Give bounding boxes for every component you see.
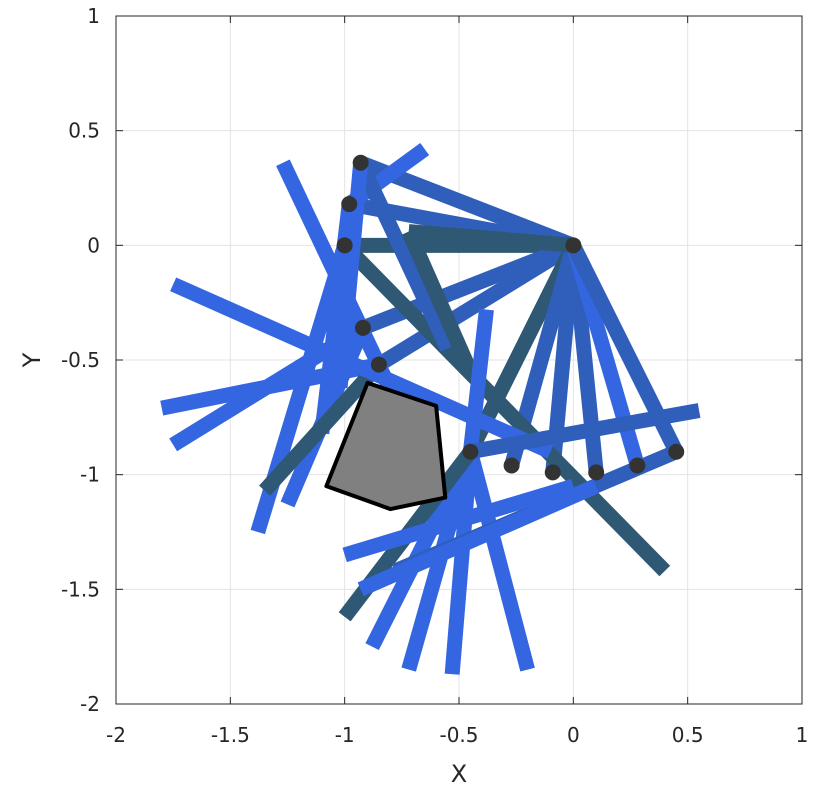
link-segment	[160, 357, 381, 416]
x-tick-label: 0.5	[672, 723, 704, 747]
link-segment	[375, 238, 578, 371]
joint-marker	[629, 457, 646, 474]
link-segments	[160, 142, 701, 675]
link-segment	[408, 224, 574, 253]
y-tick-label: -1	[80, 463, 100, 487]
obstacle-polygon	[324, 380, 448, 512]
link-segment	[170, 277, 554, 459]
joint-marker	[544, 464, 561, 481]
x-tick-labels: -2 -1.5 -1 -0.5 0 0.5 1	[106, 723, 808, 747]
x-tick-label: -2	[106, 723, 126, 747]
x-axis-label: X	[451, 760, 467, 788]
link-segment	[462, 308, 494, 453]
joint-marker	[336, 237, 353, 254]
y-tick-label: 0	[87, 233, 100, 257]
link-segment	[332, 162, 369, 389]
link-segment	[469, 403, 701, 460]
joint-marker	[565, 237, 582, 254]
link-segment	[259, 359, 385, 496]
y-tick-label: -1.5	[61, 577, 100, 601]
link-segment	[357, 479, 600, 597]
joint-marker	[352, 154, 369, 171]
obstacle-layer	[324, 380, 448, 512]
x-tick-label: -1	[335, 723, 355, 747]
link-segment	[353, 159, 455, 352]
y-tick-label: 0.5	[68, 119, 100, 143]
y-tick-labels: -2 -1.5 -1 -0.5 0 0.5 1	[61, 4, 100, 716]
y-tick-label: -0.5	[61, 348, 100, 372]
x-tick-label: 0	[567, 723, 580, 747]
joint-marker	[462, 443, 479, 460]
joint-marker	[341, 196, 358, 213]
joint-marker	[354, 319, 371, 336]
y-tick-label: -2	[80, 692, 100, 716]
x-tick-label: 1	[796, 723, 809, 747]
joint-marker	[588, 464, 605, 481]
x-tick-label: -0.5	[439, 723, 478, 747]
link-segment	[463, 449, 535, 672]
link-segment	[339, 240, 671, 577]
link-segment	[342, 478, 576, 563]
joint-marker	[370, 356, 387, 373]
axis-ticks	[115, 15, 803, 705]
link-segment	[401, 228, 478, 375]
y-axis-label: Y	[18, 352, 46, 368]
x-tick-label: -1.5	[211, 723, 250, 747]
y-tick-label: 1	[87, 4, 100, 28]
joint-marker	[668, 443, 685, 460]
joint-markers	[336, 154, 685, 481]
joint-marker	[503, 457, 520, 474]
